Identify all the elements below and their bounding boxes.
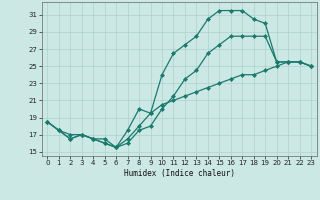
X-axis label: Humidex (Indice chaleur): Humidex (Indice chaleur) — [124, 169, 235, 178]
